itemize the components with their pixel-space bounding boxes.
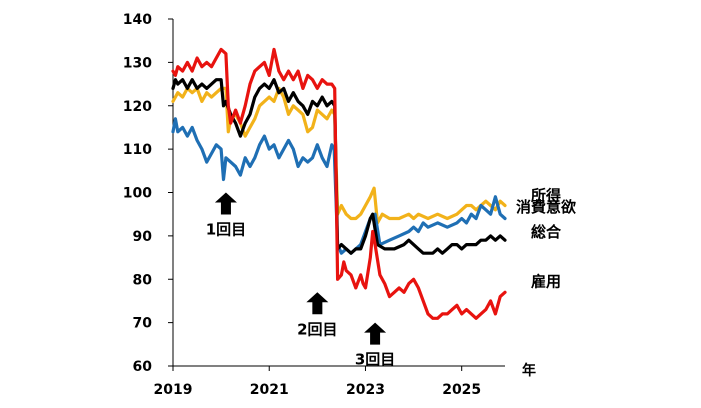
x-axis-ticks: 2019 2021 2023 2025 <box>154 366 481 398</box>
event-label-2: 2回目 <box>297 320 337 338</box>
y-tick-label: 80 <box>133 272 153 288</box>
axes <box>172 19 505 367</box>
event-arrow-1 <box>214 192 237 215</box>
event-arrow-3 <box>364 322 387 345</box>
y-tick-label: 110 <box>123 142 152 158</box>
y-axis-ticks: 60 70 80 90 100 110 120 130 140 <box>123 12 173 375</box>
y-tick-label: 60 <box>133 359 153 375</box>
y-tick-label: 70 <box>133 316 153 332</box>
event-label-3: 3回目 <box>355 351 395 369</box>
y-tick-label: 130 <box>123 55 152 71</box>
y-tick-label: 120 <box>123 99 152 115</box>
series-label-所得: 所得 <box>531 187 561 205</box>
x-axis-title: 年 <box>522 362 536 379</box>
y-tick-label: 100 <box>123 186 152 202</box>
series-label-総合: 総合 <box>531 223 562 241</box>
series-line-所得 <box>171 86 507 225</box>
event-annotations: 1回目 2回目 3回目 <box>206 192 395 369</box>
x-tick-label: 2023 <box>346 382 385 398</box>
series-label-消費意欲: 消費意欲 <box>516 198 576 216</box>
series-line-雇用 <box>171 47 507 320</box>
series-line-消費意欲 <box>171 117 507 255</box>
x-tick-label: 2025 <box>442 382 481 398</box>
y-tick-label: 140 <box>123 12 152 28</box>
series-lines <box>171 47 507 320</box>
series-line-総合 <box>171 78 507 255</box>
x-tick-label: 2021 <box>250 382 289 398</box>
series-label-雇用: 雇用 <box>531 273 561 291</box>
x-tick-label: 2019 <box>154 382 193 398</box>
event-arrow-2 <box>306 292 329 315</box>
event-label-1: 1回目 <box>206 221 246 239</box>
y-tick-label: 90 <box>133 229 153 245</box>
